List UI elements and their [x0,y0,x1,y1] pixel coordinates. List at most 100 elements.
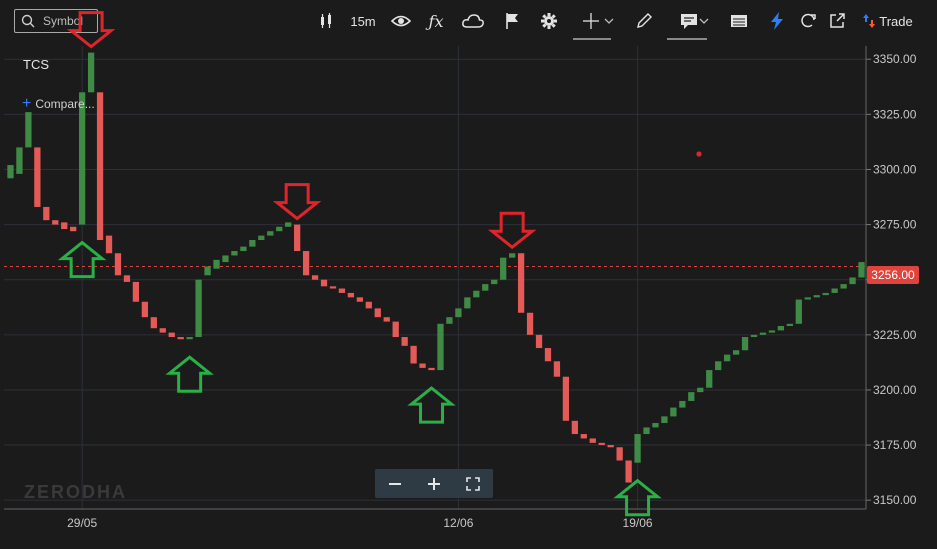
candle [294,224,301,252]
candle [410,345,417,364]
candle [159,328,166,333]
candle [607,445,614,448]
candle [679,400,686,408]
candle [195,279,202,338]
annotation-button[interactable] [673,8,715,34]
x-tick-label: 12/06 [443,516,473,530]
y-tick-label: 3150.00 [873,493,917,507]
candle [16,147,23,174]
candle [652,423,659,428]
crosshair-active-indicator [573,38,611,40]
candle [535,334,543,349]
crosshair-button[interactable] [578,8,618,34]
candle [365,301,372,309]
candle [150,317,157,329]
trade-label: Trade [879,13,913,29]
external-link-icon [830,13,845,28]
candle [706,370,713,388]
pencil-icon [637,13,652,28]
candle [168,332,175,338]
candle [338,288,346,293]
candle [741,337,749,351]
candle [724,354,731,362]
indicators-button[interactable]: ƒx [425,8,447,34]
candle [804,297,811,300]
lightning-icon [771,12,783,30]
quick-trade-button[interactable] [766,8,788,34]
candle [858,262,865,278]
x-tick-label: 29/05 [67,516,97,530]
y-tick-label: 3225.00 [873,328,917,342]
trade-button[interactable]: Trade [858,8,918,34]
candle [750,334,758,338]
visibility-button[interactable] [389,8,413,34]
candle [768,330,776,333]
candle [231,251,238,256]
settings-button[interactable] [538,8,560,34]
zoom-out-button[interactable] [375,469,414,498]
candle [517,253,525,313]
symbol-label[interactable]: TCS [23,57,49,72]
candle [795,299,802,324]
candle [688,392,695,401]
buy-signal-arrow [613,478,662,517]
candle [786,323,793,327]
candle [320,279,328,287]
popout-button[interactable] [826,8,848,34]
sell-signal-arrow [487,211,537,250]
candle [813,295,820,298]
candle [419,363,426,368]
fullscreen-icon [466,476,481,491]
candle [580,434,587,439]
candle [61,222,68,229]
candle [356,297,363,302]
y-tick-label: 3350.00 [873,52,917,66]
sell-signal-arrow [66,11,116,49]
y-tick-label: 3200.00 [873,383,917,397]
candle [177,337,184,340]
compare-label: Compare... [35,97,95,111]
chevron-down-icon [699,18,709,24]
candle [482,284,489,291]
candle [544,348,552,362]
fullscreen-button[interactable] [454,469,493,498]
candle [634,434,641,463]
symbol-search-input[interactable]: Symbol [14,9,98,33]
candle [562,376,570,421]
alert-button[interactable] [502,8,522,34]
compare-button[interactable]: + Compare... [22,95,95,113]
chart-type-button[interactable] [316,8,338,34]
candle [132,281,140,302]
candle [114,253,122,276]
candle [213,259,220,269]
buy-sell-icon [863,14,876,28]
function-icon: ƒx [428,11,444,31]
candle [625,460,632,483]
crosshair-icon [583,13,599,29]
refresh-button[interactable] [797,8,819,34]
cloud-button[interactable] [460,8,486,34]
sell-signal-arrow [272,183,322,221]
candle [302,251,310,276]
candle [123,275,131,282]
candle [70,226,77,232]
interval-button[interactable]: 15m [348,8,378,34]
candle [34,147,41,207]
candle [589,438,596,443]
chevron-down-icon [604,18,614,24]
candle [661,416,668,424]
candle [374,308,381,318]
candle [553,361,561,377]
data-window-button[interactable] [728,8,750,34]
draw-button[interactable] [633,8,655,34]
minus-icon [388,482,401,485]
candle [849,277,856,285]
candle [759,332,767,335]
candle [311,275,319,280]
eye-icon [391,15,411,27]
candle [500,257,507,280]
y-tick-label: 3325.00 [873,107,917,121]
gear-icon [541,13,557,29]
zoom-in-button[interactable] [414,469,453,498]
